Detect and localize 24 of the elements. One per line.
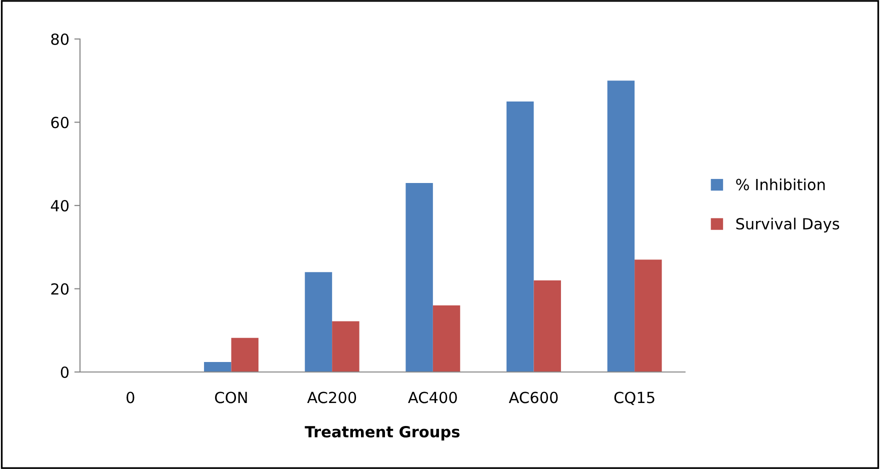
x-tick-label: CON	[215, 392, 247, 404]
y-tick-label: 0	[60, 366, 69, 378]
bar	[231, 338, 258, 372]
x-tick-label: AC200	[307, 392, 356, 404]
y-tick-label: 80	[51, 33, 69, 46]
x-tick-label: AC600	[508, 392, 558, 404]
bar	[432, 305, 460, 372]
legend-label: Survival Days	[736, 218, 840, 233]
y-tick-label: 60	[51, 116, 69, 128]
x-tick-label: AC400	[408, 392, 457, 404]
bar	[607, 80, 635, 372]
y-tick-label: 40	[50, 200, 69, 212]
x-tick-label: CQ15	[614, 392, 654, 406]
bar	[634, 260, 662, 372]
x-tick-label: 0	[126, 392, 134, 404]
bar	[204, 362, 232, 372]
x-axis-title: Treatment Groups	[304, 426, 460, 440]
bar	[304, 272, 332, 372]
bar	[406, 183, 433, 372]
legend-label: % Inhibition	[736, 178, 825, 190]
bar	[332, 321, 360, 372]
y-tick-label: 20	[51, 283, 69, 295]
bar	[534, 280, 561, 372]
bar	[506, 101, 534, 372]
